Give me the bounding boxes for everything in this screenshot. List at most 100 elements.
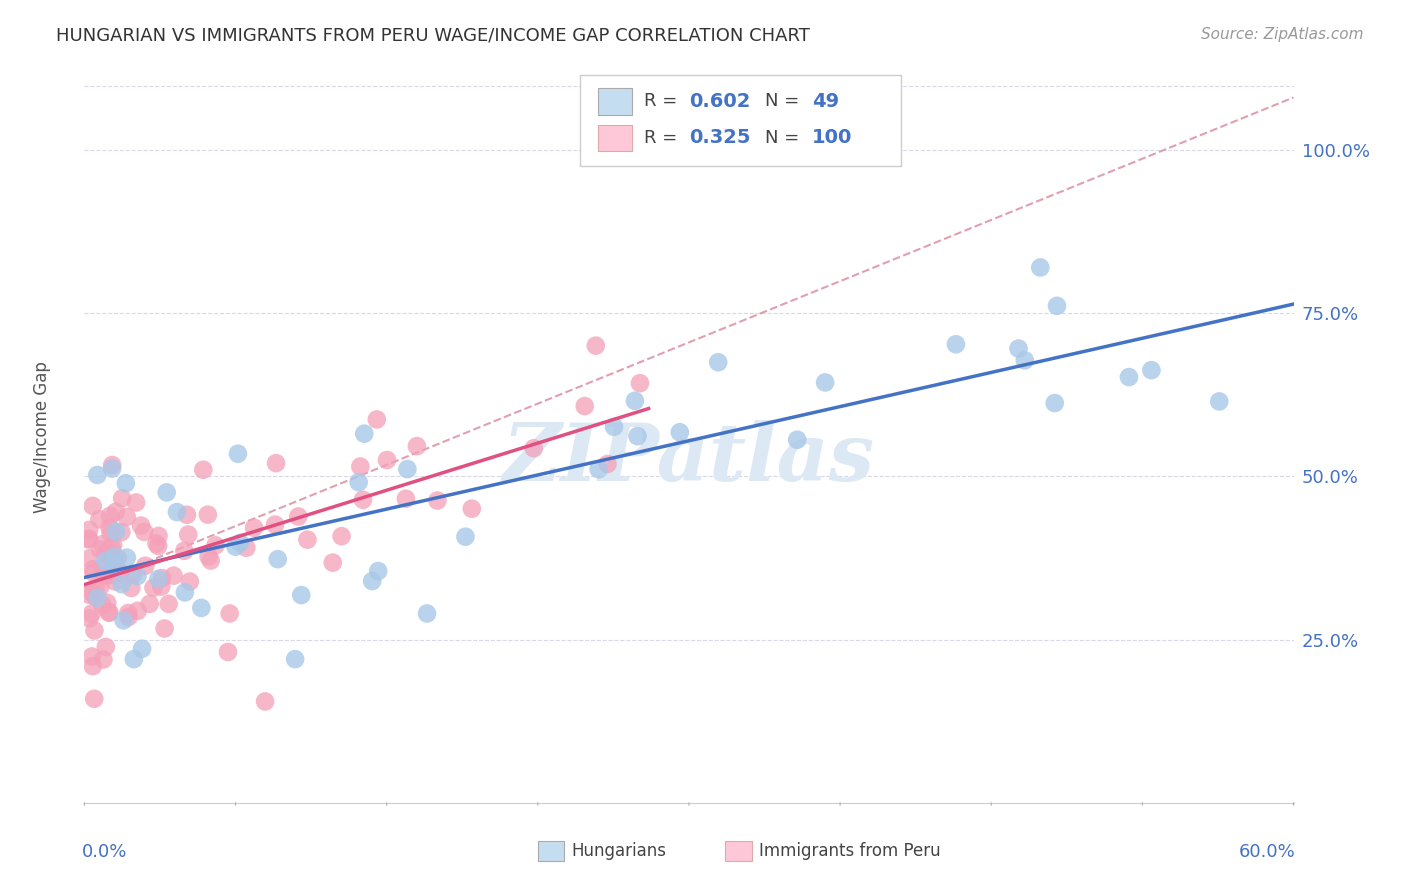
Point bbox=[200, 553, 222, 567]
Point bbox=[86, 591, 108, 605]
Point bbox=[375, 453, 398, 467]
Point bbox=[264, 517, 287, 532]
Point bbox=[596, 457, 619, 471]
Point bbox=[105, 524, 128, 539]
FancyBboxPatch shape bbox=[581, 75, 901, 167]
Point bbox=[366, 412, 388, 426]
Point bbox=[1118, 370, 1140, 384]
Point bbox=[173, 543, 195, 558]
Point bbox=[83, 624, 105, 638]
Point bbox=[626, 429, 648, 443]
Point bbox=[79, 551, 101, 566]
Point bbox=[89, 512, 111, 526]
Point bbox=[115, 510, 138, 524]
Point bbox=[669, 425, 692, 440]
Point bbox=[110, 566, 132, 580]
Point bbox=[786, 433, 808, 447]
Point bbox=[156, 485, 179, 500]
Point bbox=[142, 581, 165, 595]
Point bbox=[1007, 342, 1029, 356]
Point bbox=[287, 509, 309, 524]
Point bbox=[416, 607, 439, 621]
Point bbox=[173, 585, 195, 599]
Point bbox=[217, 645, 239, 659]
Point bbox=[121, 567, 143, 582]
Point bbox=[103, 558, 125, 573]
Point bbox=[1140, 363, 1163, 377]
Point bbox=[218, 607, 240, 621]
Point bbox=[98, 567, 121, 582]
Point bbox=[127, 604, 149, 618]
Bar bbox=[538, 841, 564, 862]
Text: 0.325: 0.325 bbox=[689, 128, 751, 147]
Point bbox=[101, 461, 124, 475]
Point bbox=[89, 542, 111, 557]
Text: Wage/Income Gap: Wage/Income Gap bbox=[32, 361, 51, 513]
Point bbox=[104, 505, 127, 519]
Point bbox=[77, 523, 100, 537]
Text: R =: R = bbox=[644, 93, 683, 111]
Point bbox=[162, 568, 184, 582]
Point bbox=[122, 652, 145, 666]
Point bbox=[406, 439, 429, 453]
Point bbox=[193, 463, 215, 477]
Point bbox=[150, 571, 173, 585]
Point bbox=[82, 659, 104, 673]
Point bbox=[297, 533, 319, 547]
Point bbox=[89, 580, 111, 594]
Point bbox=[523, 442, 546, 456]
Point bbox=[1046, 299, 1069, 313]
Point bbox=[264, 456, 287, 470]
Point bbox=[79, 532, 101, 546]
Point bbox=[176, 508, 198, 522]
Bar bbox=[599, 125, 633, 151]
Point bbox=[97, 545, 120, 559]
Point bbox=[574, 399, 596, 413]
Point bbox=[94, 554, 117, 568]
Point bbox=[284, 652, 307, 666]
Point bbox=[353, 426, 375, 441]
Bar bbox=[599, 88, 633, 114]
Point bbox=[588, 462, 610, 476]
Point bbox=[226, 447, 249, 461]
Point bbox=[148, 529, 170, 543]
Point bbox=[84, 591, 107, 605]
Point bbox=[347, 475, 370, 490]
Text: 0.0%: 0.0% bbox=[82, 843, 128, 861]
Point bbox=[82, 499, 104, 513]
Point bbox=[138, 597, 160, 611]
Point bbox=[117, 610, 139, 624]
Point bbox=[80, 649, 103, 664]
Point bbox=[367, 564, 389, 578]
Point bbox=[235, 541, 257, 555]
Point bbox=[352, 492, 374, 507]
Point bbox=[77, 533, 100, 547]
Point bbox=[1208, 394, 1230, 409]
Point bbox=[94, 546, 117, 560]
Point bbox=[110, 525, 132, 540]
Point bbox=[96, 596, 118, 610]
Point bbox=[101, 458, 124, 472]
Text: Hungarians: Hungarians bbox=[572, 842, 666, 860]
Point bbox=[177, 527, 200, 541]
Point bbox=[190, 601, 212, 615]
Text: HUNGARIAN VS IMMIGRANTS FROM PERU WAGE/INCOME GAP CORRELATION CHART: HUNGARIAN VS IMMIGRANTS FROM PERU WAGE/I… bbox=[56, 27, 810, 45]
Point bbox=[82, 587, 104, 601]
Point bbox=[243, 521, 266, 535]
Point bbox=[197, 549, 219, 564]
Point bbox=[84, 582, 107, 596]
Point bbox=[349, 459, 371, 474]
Point bbox=[83, 691, 105, 706]
Point bbox=[125, 495, 148, 509]
Point bbox=[1029, 260, 1052, 275]
Point bbox=[707, 355, 730, 369]
Text: Immigrants from Peru: Immigrants from Peru bbox=[759, 842, 941, 860]
Point bbox=[83, 566, 105, 580]
Point bbox=[267, 552, 290, 566]
Point bbox=[454, 530, 477, 544]
Point bbox=[104, 559, 127, 574]
Point bbox=[127, 569, 149, 583]
Point bbox=[115, 550, 138, 565]
Point bbox=[82, 562, 104, 576]
Point bbox=[229, 536, 252, 550]
